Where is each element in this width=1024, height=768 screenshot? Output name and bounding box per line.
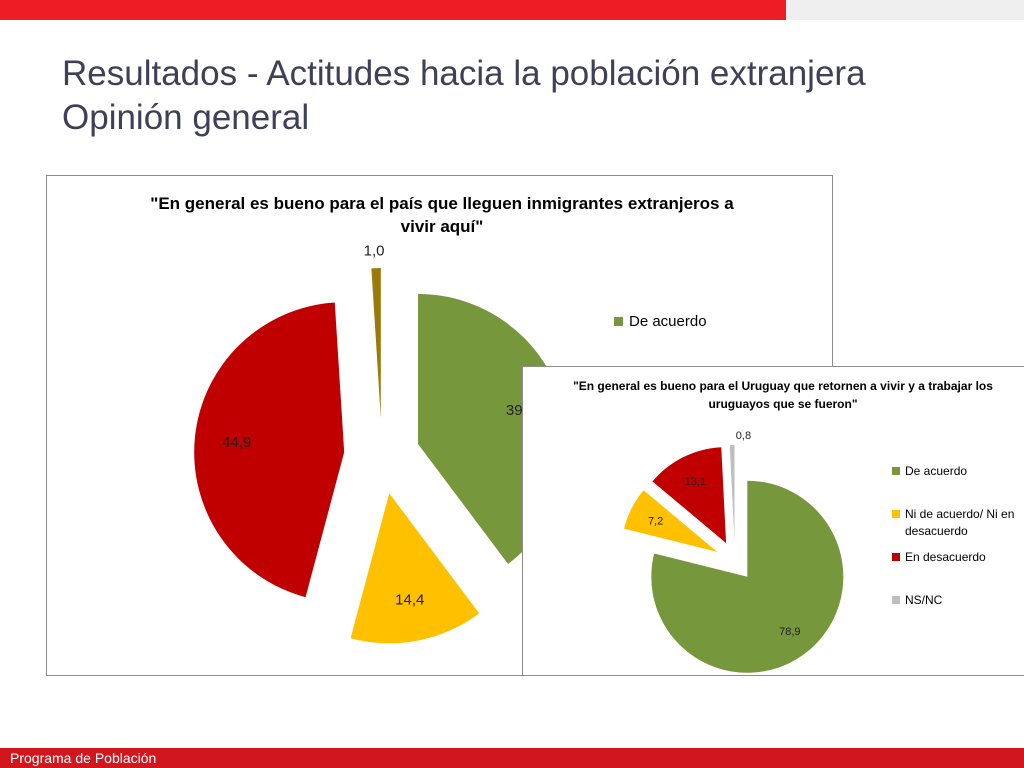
top-accent-bar [0, 0, 786, 20]
legend-label: En desacuerdo [905, 550, 986, 564]
legend-swatch [892, 510, 900, 518]
pie-slice-ns-nc [371, 268, 381, 419]
legend-label: De acuerdo [905, 464, 968, 478]
legend-item-ni-de-acuerdo-ni-en-desacuerdo: Ni de acuerdo/ Ni en desacuerdo [892, 506, 1014, 540]
pie-slice-en-desacuerdo [194, 302, 345, 598]
legend-label: De acuerdo [629, 313, 707, 330]
slide-title-line-1: Resultados - Actitudes hacia la població… [62, 54, 866, 93]
legend-swatch [892, 553, 900, 561]
data-label-de-acuerdo: 78,9 [779, 626, 800, 638]
pie-slice-ni-de-acuerdo-ni-en-desacuerdo [624, 490, 718, 552]
legend-swatch [892, 467, 900, 475]
legend-label: Ni de acuerdo/ Ni en desacuerdo [905, 507, 1015, 538]
data-label-ns-nc: 1,0 [364, 242, 385, 259]
legend-item-de-acuerdo: De acuerdo [892, 463, 967, 480]
data-label-en-desacuerdo: 13,1 [685, 476, 706, 488]
pie-slice-ni-de-acuerdo-ni-en-desacuerdo [350, 493, 480, 644]
pie-svg: 78,9 7,2 13,1 0,8 [624, 430, 844, 673]
pie-slice-de-acuerdo [651, 480, 844, 673]
legend-item-de-acuerdo: De acuerdo [614, 313, 707, 330]
top-grey-bar [786, 0, 1024, 20]
data-label-ni-de-acuerdo-ni-en-desacuerdo: 14,4 [395, 592, 424, 609]
footer-bar: Programa de Población [0, 748, 1024, 768]
data-label-ns-nc: 0,8 [736, 430, 751, 442]
legend-item-ns-nc: NS/NC [892, 592, 942, 609]
pie-slice-ns-nc [729, 445, 735, 542]
data-label-en-desacuerdo: 44,9 [222, 434, 251, 451]
legend-item-en-desacuerdo: En desacuerdo [892, 549, 986, 566]
chart-title: "En general es bueno para el país que ll… [150, 194, 734, 236]
legend-swatch [892, 596, 900, 604]
legend-label: NS/NC [905, 593, 943, 607]
returnees-pie-chart: "En general es bueno para el Uruguay que… [522, 366, 1024, 676]
slide-title-line-2: Opinión general [62, 98, 310, 137]
chart-title: "En general es bueno para el Uruguay que… [573, 379, 993, 411]
footer-text: Programa de Población [10, 750, 157, 766]
slide-title: Resultados - Actitudes hacia la població… [62, 52, 962, 140]
pie-slice-en-desacuerdo [652, 447, 727, 544]
data-label-ni-de-acuerdo-ni-en-desacuerdo: 7,2 [648, 515, 663, 527]
legend-swatch [614, 317, 623, 326]
